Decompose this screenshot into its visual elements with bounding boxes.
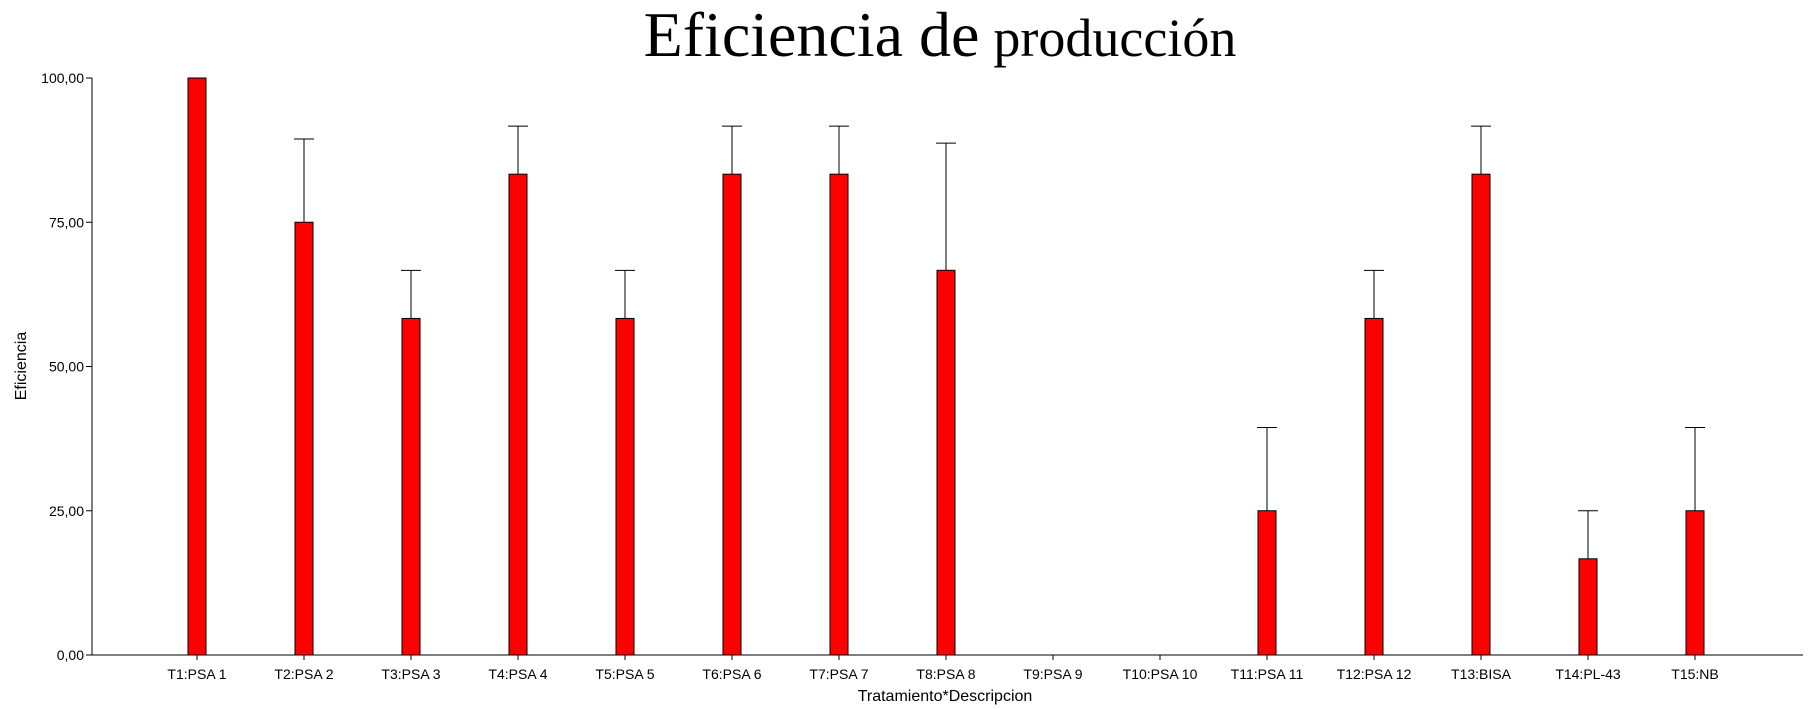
bar [936,269,956,656]
y-tick-label: 0,00 [57,647,84,663]
x-tick-label: T10:PSA 10 [1123,666,1198,682]
x-axis-label: Tratamiento*Descripcion [858,688,1033,705]
x-tick-label: T3:PSA 3 [381,666,440,682]
chart-title: Eficiencia de producción [644,0,1237,70]
y-tick-label: 75,00 [49,214,84,230]
bar [1364,317,1384,656]
x-tick-label: T8:PSA 8 [916,666,975,682]
x-tick-label: T12:PSA 12 [1337,666,1412,682]
y-tick-label: 50,00 [49,359,84,375]
y-tick-label: 25,00 [49,503,84,519]
x-tick-label: T15:NB [1671,666,1718,682]
bar [1471,173,1491,656]
bar [187,77,207,656]
x-tick-label: T5:PSA 5 [595,666,654,682]
x-tick-label: T7:PSA 7 [809,666,868,682]
x-tick-label: T9:PSA 9 [1023,666,1082,682]
x-tick-label: T14:PL-43 [1555,666,1621,682]
x-tick-label: T6:PSA 6 [702,666,761,682]
bar [508,173,528,656]
bar [1578,558,1598,656]
bar [401,317,421,656]
bar [294,221,314,656]
bar [829,173,849,656]
y-tick-label: 100,00 [41,70,84,86]
chart-title-main: Eficiencia de [644,0,980,70]
bar [722,173,742,656]
x-tick-label: T1:PSA 1 [167,666,226,682]
chart-title-small: producción [993,8,1236,68]
bar [615,317,635,656]
bar [1685,510,1705,656]
x-tick-label: T11:PSA 11 [1231,666,1304,682]
plot-area: 0,00 25,00 50,00 75,00 100,00 T1:PSA 1 T2:PSA … [41,70,1803,682]
y-axis-label: Eficiencia [13,332,30,401]
bar [1257,510,1277,656]
x-tick-label: T13:BISA [1451,666,1512,682]
x-tick-label: T4:PSA 4 [488,666,547,682]
x-tick-label: T2:PSA 2 [274,666,333,682]
